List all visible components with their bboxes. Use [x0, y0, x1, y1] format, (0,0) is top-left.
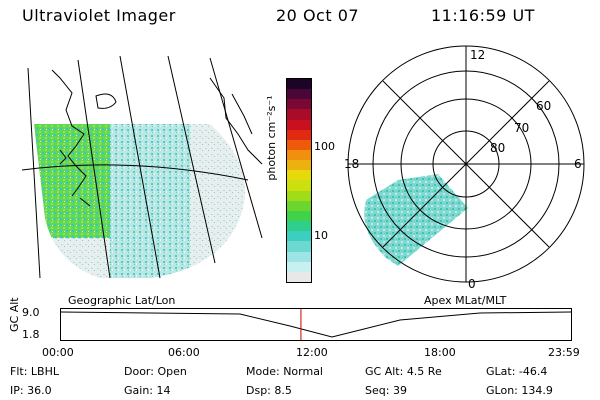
colorbar-swatch — [287, 79, 311, 90]
colorbar-swatch — [287, 170, 311, 181]
status-glat: GLat: -46.4 — [486, 365, 548, 378]
status-glon: GLon: 134.9 — [486, 384, 553, 397]
colorbar-swatch — [287, 109, 311, 120]
apex-label: Apex MLat/MLT — [424, 294, 507, 307]
colorbar-tick-10: 10 — [314, 229, 328, 242]
colorbar-swatch — [287, 99, 311, 110]
time-tick-2359: 23:59 — [548, 346, 580, 359]
colorbar-swatch — [287, 180, 311, 191]
time-tick-0000: 00:00 — [42, 346, 74, 359]
mlat-label-80: 80 — [490, 141, 505, 155]
observation-date: 20 Oct 07 — [276, 6, 360, 25]
colorbar-swatch — [287, 89, 311, 100]
colorbar-swatch — [287, 190, 311, 201]
colorbar-swatch — [287, 149, 311, 161]
mlt-label-12: 12 — [470, 48, 485, 62]
colorbar-swatch — [287, 221, 311, 232]
time-tick-0600: 06:00 — [168, 346, 200, 359]
mlt-label-18: 18 — [344, 157, 359, 171]
instrument-title: Ultraviolet Imager — [22, 6, 176, 25]
colorbar-swatch — [287, 139, 311, 150]
altitude-tick-high: 9.0 — [22, 306, 40, 319]
status-gc-alt: GC Alt: 4.5 Re — [365, 365, 442, 378]
polar-emission-area — [364, 174, 468, 266]
status-mode: Mode: Normal — [246, 365, 323, 378]
colorbar-unit-label: photon cm⁻²s⁻¹ — [265, 95, 278, 181]
coastline-outlines — [51, 69, 263, 207]
altitude-tick-low: 1.8 — [22, 328, 40, 341]
mlat-label-60: 60 — [536, 99, 551, 113]
colorbar-tick-100: 100 — [314, 140, 335, 153]
status-dsp: Dsp: 8.5 — [246, 384, 292, 397]
geo-grid-lines — [21, 55, 263, 279]
polar-plot: 12 18 6 0 60 70 80 — [344, 45, 585, 291]
altitude-axis-label: GC Alt — [8, 297, 21, 332]
status-flt: Flt: LBHL — [10, 365, 59, 378]
status-door: Door: Open — [124, 365, 187, 378]
altitude-strip — [60, 308, 572, 341]
mlt-label-6: 6 — [574, 157, 582, 171]
colorbar-swatch — [287, 119, 311, 130]
colorbar — [286, 78, 312, 283]
colorbar-swatch — [287, 251, 311, 262]
colorbar-swatch — [287, 160, 311, 171]
mlat-label-70: 70 — [514, 121, 529, 135]
observation-time: 11:16:59 UT — [431, 6, 535, 25]
colorbar-swatch — [287, 271, 311, 282]
mlt-label-0: 0 — [468, 277, 476, 291]
colorbar-swatch — [287, 210, 311, 222]
colorbar-swatch — [287, 129, 311, 140]
geographic-label: Geographic Lat/Lon — [68, 294, 176, 307]
colorbar-swatch — [287, 200, 311, 211]
status-seq: Seq: 39 — [365, 384, 407, 397]
colorbar-swatch — [287, 241, 311, 252]
geographic-map — [21, 55, 263, 279]
time-tick-1800: 18:00 — [424, 346, 456, 359]
status-gain: Gain: 14 — [124, 384, 171, 397]
status-ip: IP: 36.0 — [10, 384, 52, 397]
time-tick-1200: 12:00 — [296, 346, 328, 359]
colorbar-swatch — [287, 231, 311, 242]
polar-grid — [347, 45, 585, 283]
altitude-curve — [60, 311, 572, 338]
colorbar-swatch — [287, 261, 311, 272]
